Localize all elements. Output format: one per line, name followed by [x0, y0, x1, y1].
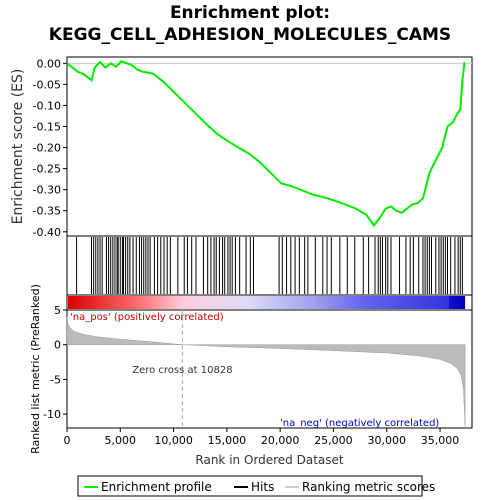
es-ytick-label: -0.30	[33, 184, 61, 197]
es-ytick-label: -0.40	[33, 226, 61, 239]
es-ytick-label: -0.25	[33, 163, 61, 176]
es-ytick-label: -0.35	[33, 205, 61, 218]
metric-xtick-label: 25,000	[314, 434, 353, 447]
es-ytick-label: -0.15	[33, 120, 61, 133]
metric-ylabel: Ranked list metric (PreRanked)	[29, 284, 42, 454]
hits-panel	[66, 235, 473, 296]
es-ytick-label: -0.10	[33, 99, 61, 112]
metric-xtick-label: 20,000	[261, 434, 300, 447]
metric-xtick-label: 10,000	[154, 434, 193, 447]
es-ytick-label: -0.20	[33, 142, 61, 155]
es-ytick-label: -0.05	[33, 78, 61, 91]
metric-xtick-label: 35,000	[421, 434, 460, 447]
es-ytick-label: 0.00	[37, 57, 62, 70]
metric-ytick-label: 0	[54, 339, 61, 352]
es-ylabel: Enrichment score (ES)	[10, 69, 26, 225]
legend-box	[77, 475, 423, 497]
rank-color-bar	[66, 294, 473, 311]
legend-enrichment-label: Enrichment profile	[101, 480, 212, 494]
ranking-metric-area	[66, 316, 466, 427]
enrichment-profile-line	[66, 60, 466, 228]
pos-corr-label: 'na_pos' (positively correlated)	[70, 312, 224, 323]
legend: Enrichment profile Hits Ranking metric sco…	[77, 475, 435, 497]
metric-xtick-label: 0	[64, 434, 71, 447]
metric-xlabel: Rank in Ordered Dataset	[195, 453, 343, 467]
hits-frame	[66, 235, 473, 296]
neg-corr-label: 'na_neg' (negatively correlated)	[280, 418, 439, 429]
metric-ytick-label: 5	[54, 304, 61, 317]
chart-title-line1: Enrichment plot:	[169, 3, 331, 23]
metric-ytick-label: -10	[43, 408, 61, 421]
metric-frame	[66, 309, 473, 429]
es-frame	[66, 56, 473, 237]
metric-ytick-label: -5	[50, 373, 61, 386]
es-panel: 0.00 -0.05 -0.10 -0.15 -0.20 -0.25 -0.30 -0.35 -…	[10, 56, 473, 239]
legend-metric-label: Ranking metric scores	[302, 480, 435, 494]
zero-cross-label: Zero cross at 10828	[132, 365, 232, 376]
chart-title-line2: KEGG_CELL_ADHESION_MOLECULES_CAMS	[48, 25, 452, 45]
rank-bar-gradient	[68, 296, 466, 309]
metric-xtick-label: 5,000	[105, 434, 137, 447]
legend-hits-label: Hits	[251, 480, 274, 494]
metric-panel: 50-5-100 5,000 10,000 15,000 20,000 25,000 30,…	[29, 284, 473, 467]
metric-xtick-label: 15,000	[208, 434, 247, 447]
metric-xtick-label: 30,000	[367, 434, 406, 447]
